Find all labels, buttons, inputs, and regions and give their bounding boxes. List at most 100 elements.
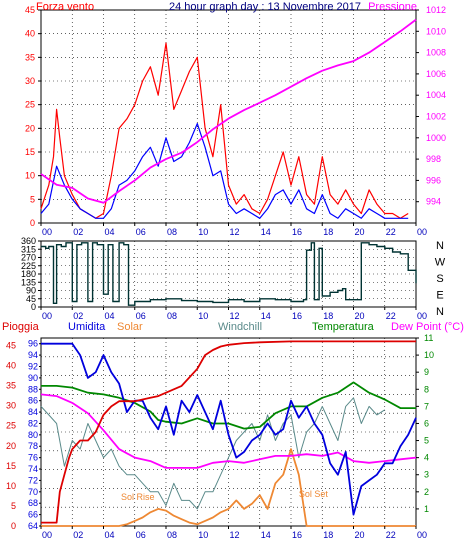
outer-tick-label: 35	[6, 381, 16, 391]
direction-tick-label: 180	[21, 269, 36, 279]
right-tick-label: 11	[424, 333, 433, 343]
compass-n: N	[436, 306, 444, 318]
bottom-chart-ticks: 6466687072747678808284868890929496051015…	[6, 333, 434, 540]
x-tick-label: 18	[323, 227, 333, 237]
humidity-tick-label: 80	[28, 430, 38, 440]
series-temperature	[41, 381, 416, 430]
pressure-tick-label: 996	[426, 175, 441, 185]
x-tick-label: 08	[167, 530, 177, 540]
legend-temperature: Temperatura	[312, 321, 375, 333]
pressure-tick-label: 1002	[426, 112, 446, 122]
series-solar	[41, 448, 416, 527]
x-tick-label: 14	[261, 227, 271, 237]
humidity-tick-label: 72	[28, 475, 38, 485]
x-tick-label: 02	[73, 227, 83, 237]
legend-rain: Pioggia	[2, 321, 40, 333]
series-windchill	[40, 397, 386, 510]
x-tick-label: 22	[386, 227, 396, 237]
compass-e: E	[436, 290, 443, 302]
outer-tick-label: 45	[6, 341, 16, 351]
chart-title: 24 hour graph day : 13 Novembre 2017	[169, 1, 361, 13]
wind-tick-label: 10	[25, 171, 35, 181]
humidity-tick-label: 70	[28, 487, 38, 497]
right-tick-label: 5	[424, 436, 429, 446]
humidity-tick-label: 84	[28, 407, 38, 417]
x-tick-label: 20	[354, 227, 364, 237]
x-tick-label: 00	[42, 311, 52, 321]
outer-tick-label: 20	[6, 441, 16, 451]
right-tick-label: 2	[424, 487, 429, 497]
x-tick-label: 14	[261, 311, 271, 321]
humidity-tick-label: 68	[28, 498, 38, 508]
series-pressure	[40, 18, 417, 204]
bottom-annotations: Sol Rise Sol Set	[121, 489, 328, 502]
x-tick-label: 14	[261, 530, 271, 540]
x-tick-label: 06	[136, 227, 146, 237]
wind-tick-label: 30	[25, 76, 35, 86]
humidity-tick-label: 76	[28, 453, 38, 463]
legend-humidity: Umidita	[68, 321, 106, 333]
pressure-tick-label: 1006	[426, 69, 446, 79]
annotation-sunrise: Sol Rise	[121, 492, 155, 502]
series-rain	[41, 340, 416, 524]
x-tick-label: 00	[417, 311, 427, 321]
x-tick-label: 08	[167, 227, 177, 237]
outer-tick-label: 5	[11, 501, 16, 511]
x-tick-label: 06	[136, 311, 146, 321]
x-tick-label: 10	[198, 530, 208, 540]
direction-tick-label: 315	[21, 244, 36, 254]
compass-w: W	[435, 257, 446, 269]
pressure-tick-label: 1008	[426, 48, 446, 58]
legend-solar: Solar	[117, 321, 143, 333]
wind-tick-label: 45	[25, 5, 35, 15]
wind-axis-label: Forza vento	[36, 1, 94, 13]
x-tick-label: 00	[417, 530, 427, 540]
humidity-tick-label: 74	[28, 464, 38, 474]
wind-tick-label: 35	[25, 52, 35, 62]
outer-tick-label: 30	[6, 401, 16, 411]
right-tick-label: 10	[424, 350, 434, 360]
wind-tick-label: 40	[25, 29, 35, 39]
direction-tick-label: 135	[21, 277, 36, 287]
x-tick-label: 04	[104, 227, 114, 237]
x-tick-label: 00	[417, 227, 427, 237]
outer-tick-label: 40	[6, 361, 16, 371]
x-tick-label: 12	[229, 530, 239, 540]
x-tick-label: 12	[229, 311, 239, 321]
outer-tick-label: 25	[6, 421, 16, 431]
direction-tick-label: 45	[26, 294, 36, 304]
direction-tick-label: 360	[21, 236, 36, 246]
compass-n: N	[436, 240, 444, 252]
x-tick-label: 20	[354, 311, 364, 321]
humidity-tick-label: 78	[28, 441, 38, 451]
bottom-chart-series	[40, 340, 417, 527]
x-tick-label: 22	[386, 530, 396, 540]
humidity-tick-label: 86	[28, 396, 38, 406]
legend-dewpoint: Dew Point (°C)	[391, 321, 464, 333]
legend-windchill: Windchill	[218, 321, 262, 333]
x-tick-label: 08	[167, 311, 177, 321]
direction-tick-label: 225	[21, 261, 36, 271]
direction-tick-label: 270	[21, 253, 36, 263]
x-tick-label: 10	[198, 311, 208, 321]
right-tick-label: 7	[424, 401, 429, 411]
x-tick-label: 18	[323, 311, 333, 321]
outer-tick-label: 0	[11, 521, 16, 531]
x-tick-label: 16	[292, 311, 302, 321]
x-tick-label: 06	[136, 530, 146, 540]
pressure-tick-label: 1012	[426, 5, 446, 15]
right-tick-label: 9	[424, 367, 429, 377]
x-tick-label: 16	[292, 227, 302, 237]
wind-tick-label: 5	[30, 194, 35, 204]
series-humidity	[41, 342, 417, 516]
x-tick-label: 18	[323, 530, 333, 540]
pressure-tick-label: 998	[426, 154, 441, 164]
direction-tick-label: 90	[26, 286, 36, 296]
humidity-tick-label: 64	[28, 521, 38, 531]
compass-s: S	[436, 273, 443, 285]
wind-tick-label: 0	[30, 218, 35, 228]
right-tick-label: 3	[424, 470, 429, 480]
